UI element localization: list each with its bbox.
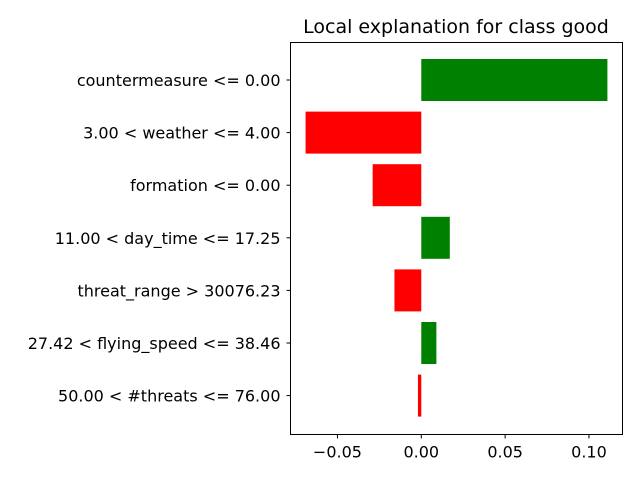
bar-2: [372, 164, 422, 207]
bar-0: [421, 59, 608, 101]
chart-title: Local explanation for class good: [303, 16, 609, 38]
feature-label: threat_range > 30076.23: [77, 281, 280, 301]
bar-1: [305, 111, 422, 154]
feature-label: 27.42 < flying_speed <= 38.46: [28, 334, 281, 354]
feature-label: 3.00 < weather <= 4.00: [83, 124, 280, 143]
feature-label: countermeasure <= 0.00: [77, 71, 281, 90]
bar-4: [394, 269, 422, 312]
x-tick-label: 0.10: [571, 443, 607, 462]
x-tick-label: −0.05: [313, 443, 362, 462]
feature-label: formation <= 0.00: [130, 176, 280, 195]
bars-group: [305, 59, 608, 417]
x-tick-label: 0.05: [487, 443, 523, 462]
bar-3: [421, 216, 450, 259]
x-tick-label: 0.00: [403, 443, 439, 462]
feature-label: 50.00 < #threats <= 76.00: [58, 387, 280, 406]
feature-label: 11.00 < day_time <= 17.25: [55, 229, 281, 249]
bar-6: [417, 374, 422, 417]
plot-frame: [290, 42, 623, 435]
feature-labels-group: countermeasure <= 0.00 3.00 < weather <= …: [28, 71, 291, 406]
bar-5: [421, 322, 437, 364]
x-ticks-group: −0.05 0.00 0.05 0.10: [313, 434, 607, 462]
